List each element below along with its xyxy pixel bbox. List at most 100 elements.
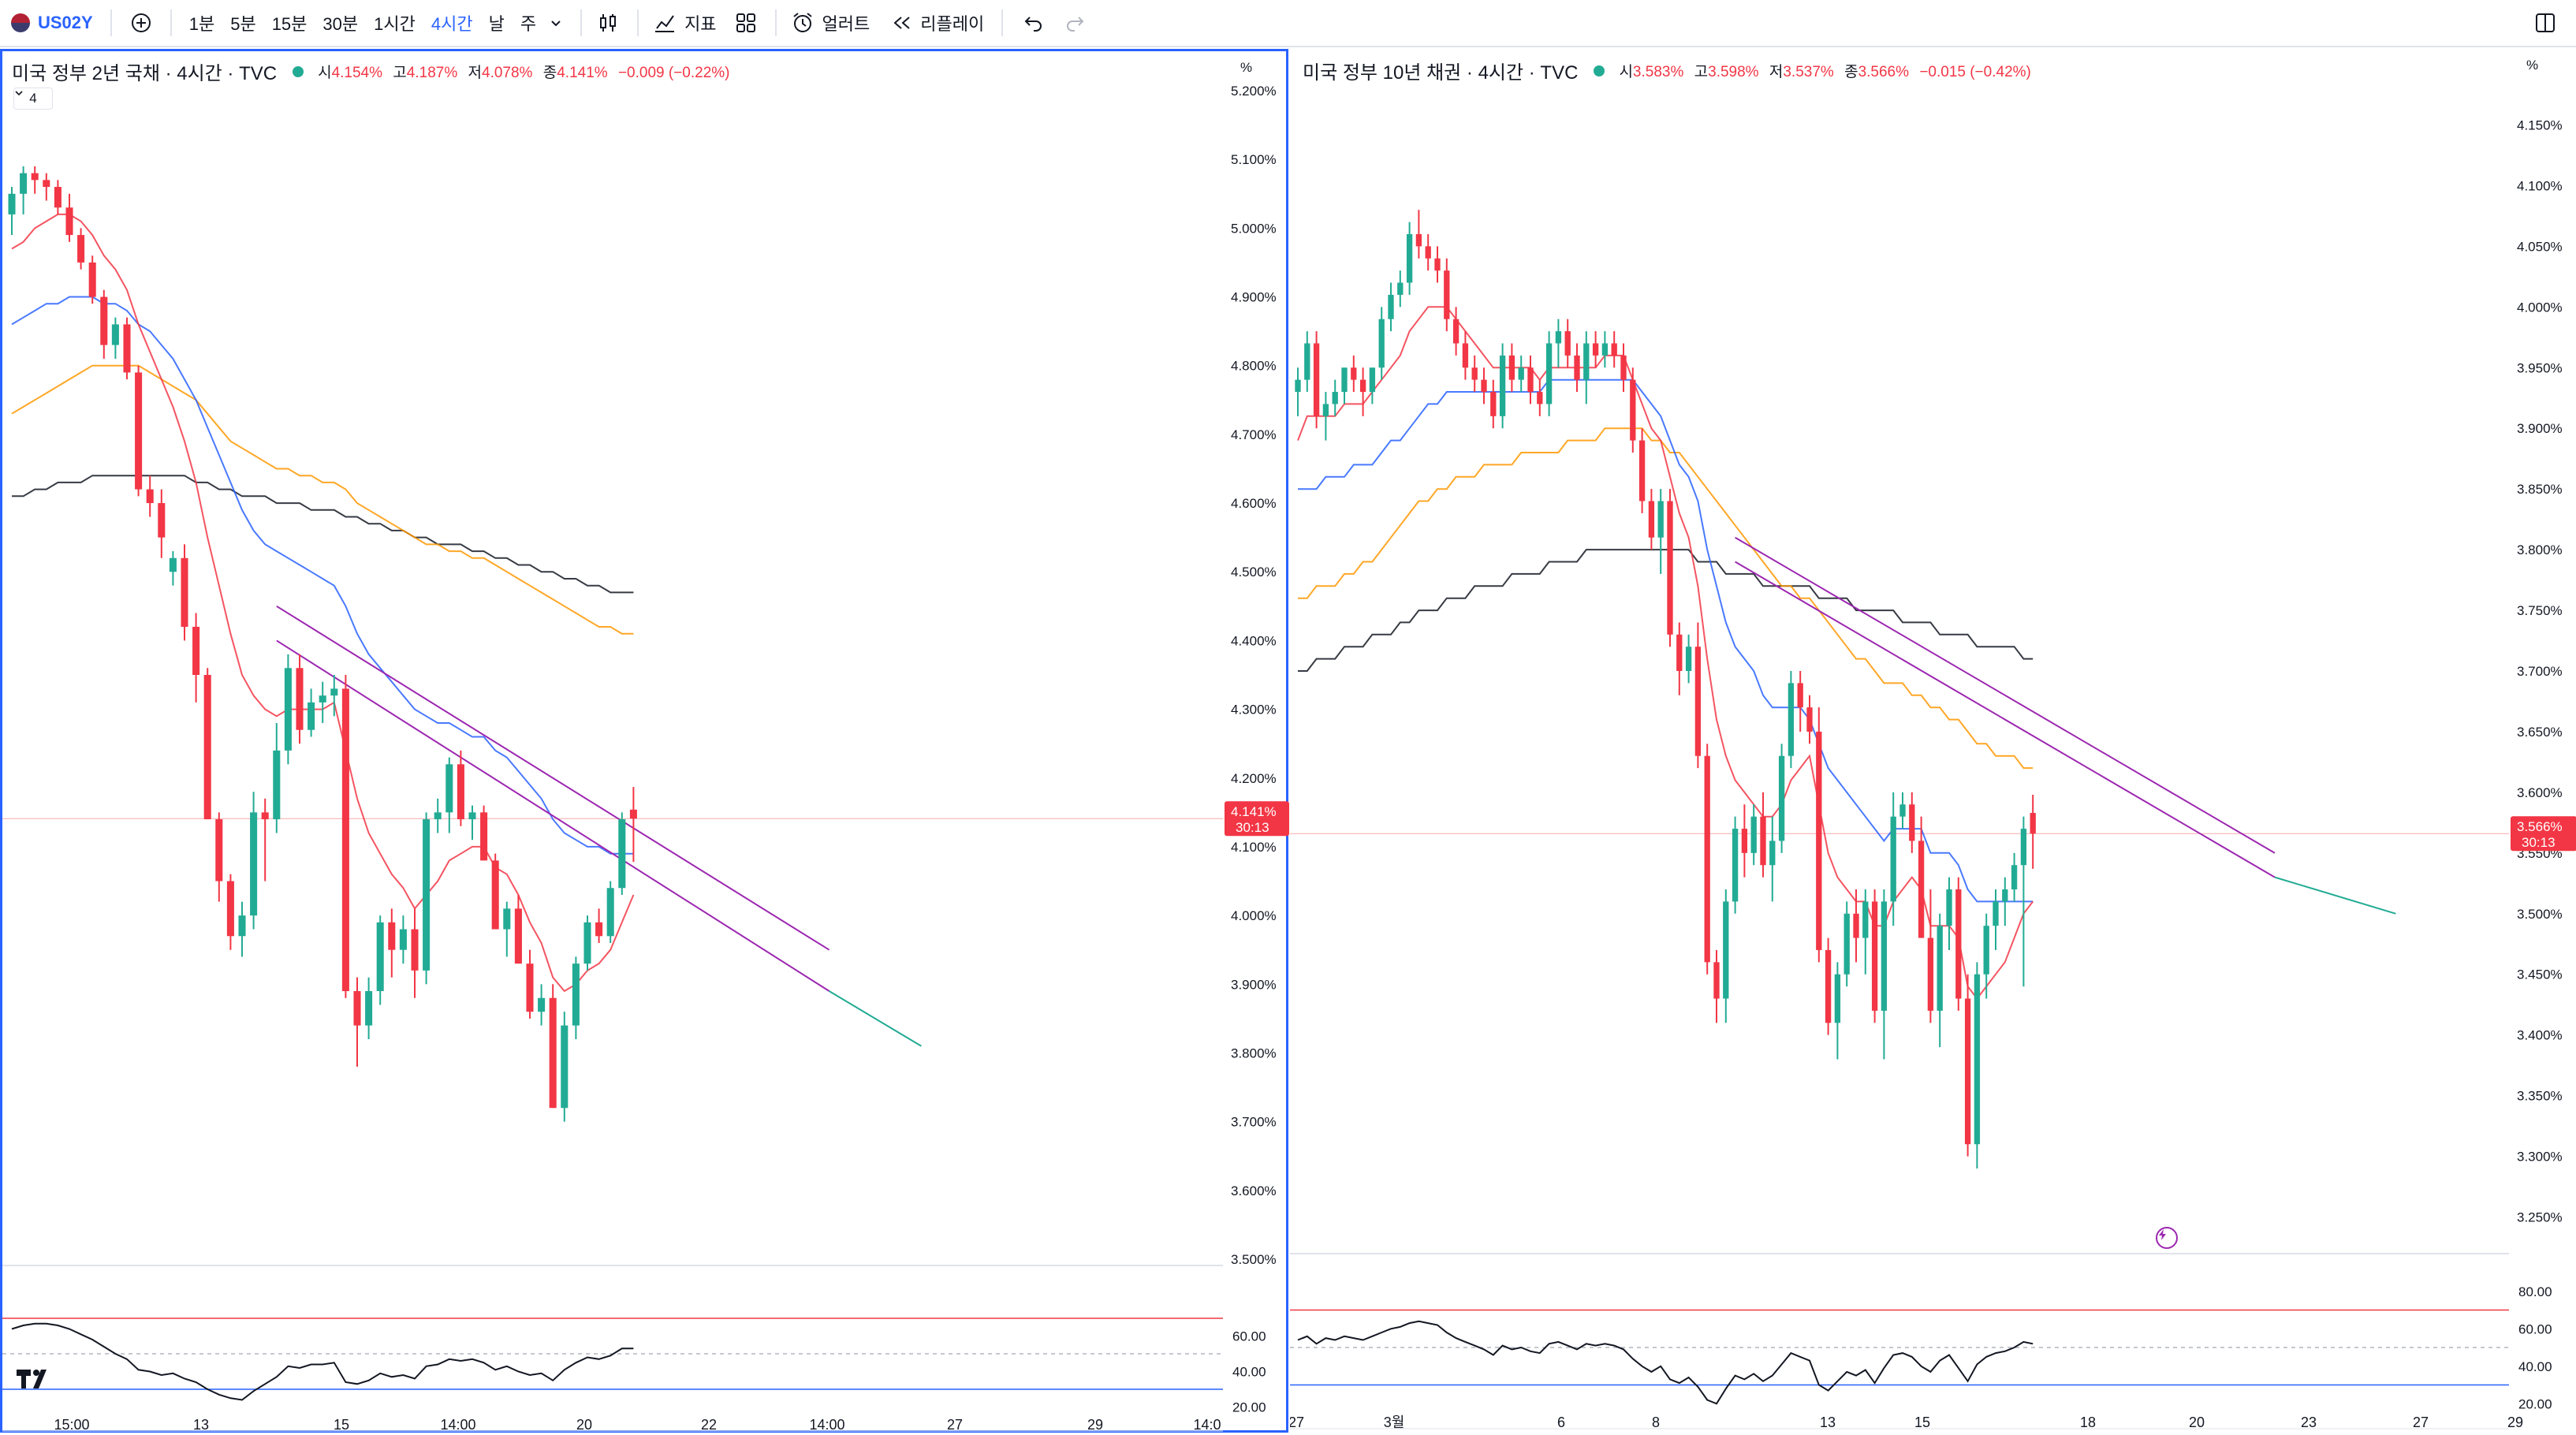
toolbar-divider bbox=[170, 9, 172, 36]
chart-type-button[interactable] bbox=[596, 0, 620, 46]
candle-body bbox=[1825, 949, 1832, 1023]
y-axis-tick: 5.000% bbox=[1231, 221, 1277, 236]
interval-button[interactable]: 5분 bbox=[230, 14, 256, 34]
x-axis-tick: 29 bbox=[1087, 1417, 1103, 1433]
candle-body bbox=[1704, 755, 1710, 963]
rsi-axis-tick: 60.00 bbox=[2518, 1321, 2552, 1336]
candle-body bbox=[1890, 816, 1896, 902]
candle-body bbox=[1425, 246, 1431, 259]
right-chart-canvas[interactable]: 4.150% 4.100% 4.050% 4.000% 3.950% 3.900% 3.85… bbox=[1290, 49, 2576, 1433]
x-axis-tick: 14:00 bbox=[440, 1417, 475, 1433]
candle-body bbox=[330, 688, 338, 696]
redo-button[interactable] bbox=[1063, 0, 1087, 46]
ema-fast-line bbox=[1297, 306, 2034, 1001]
flash-event-icon[interactable] bbox=[2156, 1227, 2178, 1249]
toolbar-divider bbox=[774, 9, 777, 36]
candle-body bbox=[8, 193, 16, 214]
toolbar-divider bbox=[580, 9, 583, 36]
chevron-down-icon bbox=[551, 20, 561, 27]
interval-button[interactable]: 15분 bbox=[271, 14, 308, 34]
right-chart-pane[interactable]: 4.150% 4.100% 4.050% 4.000% 3.950% 3.900% 3.85… bbox=[1290, 49, 2576, 1433]
left-chart-title: 미국 정부 2년 국채 · 4시간 · TVC bbox=[12, 63, 278, 84]
candle-body bbox=[1871, 901, 1878, 1011]
compare-symbol-button[interactable] bbox=[129, 0, 153, 46]
countdown-timer: 30:13 bbox=[2522, 835, 2555, 850]
candle-body bbox=[561, 1025, 569, 1109]
candle-body bbox=[1862, 901, 1869, 938]
candle-body bbox=[1583, 343, 1590, 380]
last-price-value: 4.141% bbox=[1231, 804, 1277, 819]
left-chart-pane[interactable]: 5.200% 5.100% 5.000% 4.900% 4.800% 4.700% 4.60… bbox=[0, 49, 1291, 1435]
trendline bbox=[276, 605, 830, 951]
candle-body bbox=[388, 922, 396, 950]
indicator-collapse-chip[interactable]: 4 bbox=[13, 88, 53, 110]
indicators-icon bbox=[655, 15, 675, 32]
market-open-dot-icon bbox=[1594, 65, 1605, 76]
candle-body bbox=[1518, 367, 1524, 380]
candle-body bbox=[491, 860, 499, 930]
alerts-button[interactable]: 얼러트 bbox=[791, 0, 870, 46]
y-axis-tick: 4.800% bbox=[1231, 359, 1277, 374]
candle-body bbox=[284, 668, 292, 751]
candle-body bbox=[1601, 343, 1609, 356]
candle-body bbox=[1667, 501, 1673, 635]
y-axis-tick: 3.800% bbox=[2517, 542, 2563, 557]
candle-body bbox=[549, 997, 557, 1109]
interval-button[interactable]: 날 bbox=[488, 14, 505, 34]
y-axis-tick: 5.100% bbox=[1231, 152, 1277, 167]
replay-label: 리플레이 bbox=[920, 14, 985, 34]
candle-body bbox=[1527, 367, 1534, 393]
candle-body bbox=[1881, 901, 1888, 1011]
layout-toggle-button[interactable] bbox=[2533, 0, 2557, 46]
candle-body bbox=[1853, 913, 1859, 938]
symbol-search-button[interactable]: US02Y bbox=[11, 0, 93, 46]
indicators-label: 지표 bbox=[684, 14, 717, 34]
candle-body bbox=[423, 819, 431, 971]
candle-body bbox=[1918, 840, 1925, 938]
candle-body bbox=[1788, 683, 1795, 756]
candle-body bbox=[1332, 392, 1338, 404]
interval-button[interactable]: 1분 bbox=[188, 14, 215, 34]
candle-body bbox=[1964, 998, 1971, 1145]
interval-button[interactable]: 1시간 bbox=[374, 14, 416, 34]
candle-body bbox=[1545, 343, 1553, 404]
candles-icon bbox=[600, 14, 617, 32]
right-chart-title: 미국 정부 10년 채권 · 4시간 · TVC bbox=[1303, 62, 1579, 84]
y-axis-tick: 3.350% bbox=[2517, 1089, 2563, 1104]
tv-logo-icon bbox=[17, 1370, 47, 1388]
candle-body bbox=[1630, 379, 1636, 441]
indicators-button[interactable]: 지표 bbox=[653, 0, 717, 46]
y-axis-tick: 4.600% bbox=[1231, 496, 1277, 511]
x-axis-tick: 14:00 bbox=[809, 1417, 844, 1433]
candle-body bbox=[606, 888, 614, 937]
candle-body bbox=[1304, 343, 1310, 380]
candle-body bbox=[1574, 355, 1580, 380]
x-axis-tick: 15 bbox=[334, 1417, 349, 1433]
candle-body bbox=[1555, 331, 1562, 344]
y-axis-tick: 5.200% bbox=[1231, 84, 1277, 99]
layouts-button[interactable] bbox=[734, 0, 758, 46]
y-axis-tick: 4.150% bbox=[2517, 117, 2563, 132]
candle-body bbox=[215, 819, 223, 882]
candle-body bbox=[1406, 233, 1413, 283]
trendline-extension bbox=[829, 990, 922, 1047]
candle-body bbox=[296, 668, 304, 730]
candle-body bbox=[111, 324, 119, 345]
candle-body bbox=[123, 324, 131, 373]
candle-body bbox=[1397, 282, 1404, 295]
undo-button[interactable] bbox=[1022, 0, 1046, 46]
left-chart-canvas[interactable]: 5.200% 5.100% 5.000% 4.900% 4.800% 4.700% 4.60… bbox=[2, 51, 1291, 1435]
y-axis-unit: % bbox=[2526, 58, 2538, 73]
replay-button[interactable]: 리플레이 bbox=[890, 0, 984, 46]
candle-body bbox=[1732, 829, 1739, 902]
interval-button[interactable]: 4시간 bbox=[431, 14, 473, 34]
interval-dropdown-button[interactable] bbox=[549, 0, 563, 46]
interval-button[interactable]: 주 bbox=[520, 14, 537, 34]
y-axis-tick: 3.750% bbox=[2517, 603, 2563, 618]
candle-body bbox=[1909, 804, 1915, 841]
candle-body bbox=[1620, 355, 1627, 380]
y-axis-tick: 4.000% bbox=[2517, 300, 2563, 315]
candle-body bbox=[158, 503, 166, 538]
toolbar-divider bbox=[1001, 9, 1004, 36]
interval-button[interactable]: 30분 bbox=[322, 14, 359, 34]
